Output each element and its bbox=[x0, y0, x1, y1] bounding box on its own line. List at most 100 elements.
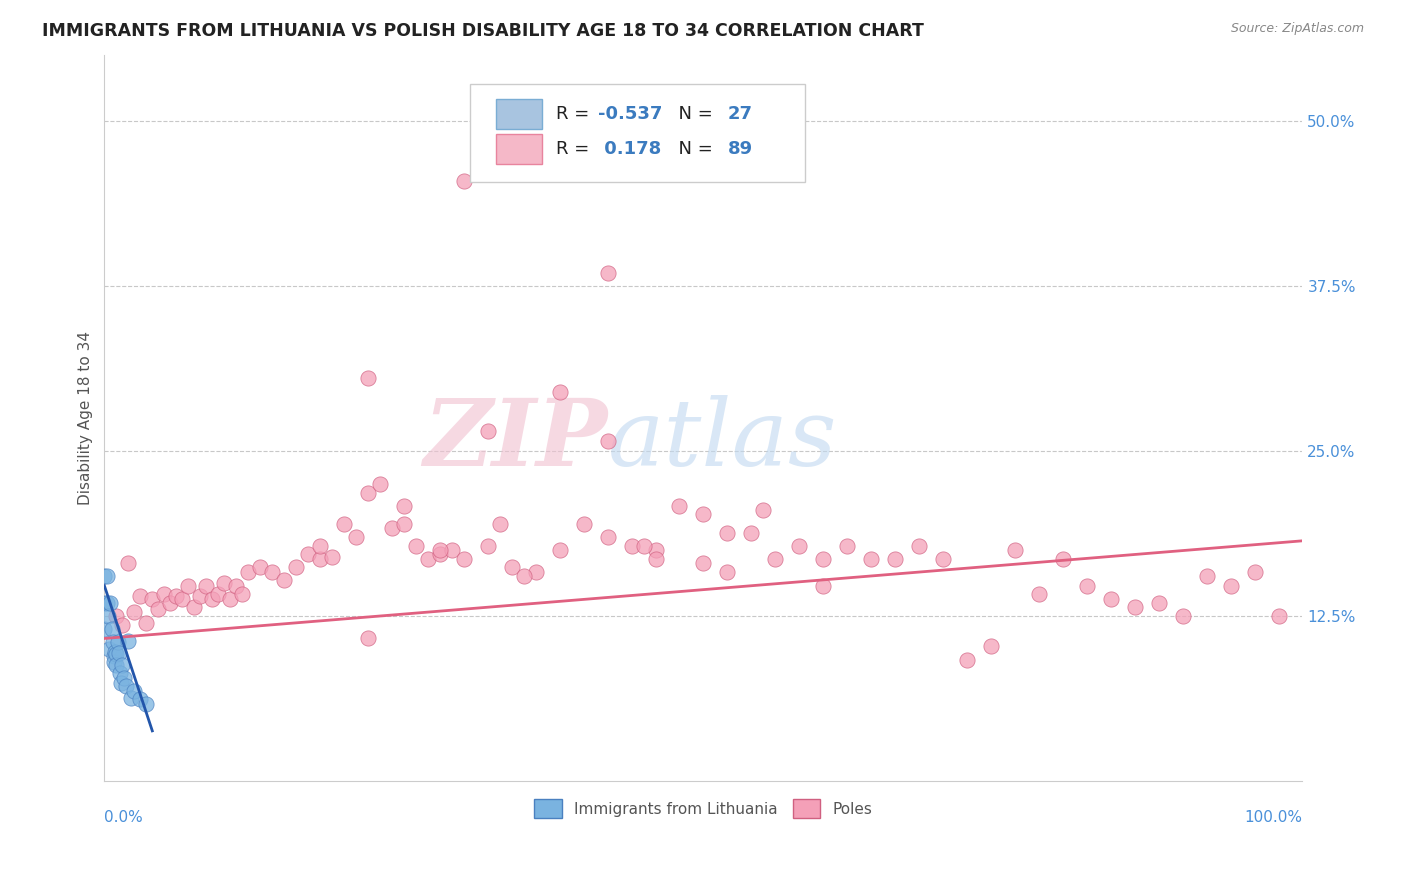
Point bbox=[297, 547, 319, 561]
Point bbox=[596, 434, 619, 448]
Point bbox=[104, 645, 127, 659]
FancyBboxPatch shape bbox=[496, 99, 541, 129]
Point bbox=[596, 530, 619, 544]
Point bbox=[148, 602, 170, 616]
Point bbox=[153, 586, 176, 600]
Point bbox=[668, 500, 690, 514]
Point bbox=[108, 665, 131, 680]
Point bbox=[201, 591, 224, 606]
Point bbox=[860, 552, 883, 566]
Point bbox=[321, 549, 343, 564]
Point bbox=[124, 684, 146, 698]
Point bbox=[183, 599, 205, 614]
Point bbox=[93, 622, 115, 636]
Point bbox=[392, 500, 415, 514]
Point bbox=[1267, 609, 1289, 624]
Text: 0.0%: 0.0% bbox=[104, 810, 143, 825]
Point bbox=[105, 657, 128, 672]
Point bbox=[285, 560, 308, 574]
Point bbox=[124, 605, 146, 619]
Point bbox=[93, 569, 115, 583]
Point bbox=[177, 579, 200, 593]
Point bbox=[212, 576, 235, 591]
Point bbox=[440, 543, 463, 558]
Point bbox=[96, 596, 118, 610]
Point bbox=[129, 692, 152, 706]
Point bbox=[93, 596, 115, 610]
Text: Source: ZipAtlas.com: Source: ZipAtlas.com bbox=[1230, 22, 1364, 36]
Text: 27: 27 bbox=[727, 105, 752, 123]
Point bbox=[416, 552, 439, 566]
Point bbox=[501, 560, 523, 574]
Point bbox=[1147, 596, 1170, 610]
Point bbox=[644, 543, 666, 558]
Point bbox=[596, 266, 619, 280]
Text: ZIP: ZIP bbox=[423, 395, 607, 485]
Point bbox=[97, 609, 120, 624]
Point bbox=[262, 566, 284, 580]
Point bbox=[105, 648, 128, 662]
Text: 0.178: 0.178 bbox=[598, 140, 661, 158]
Point bbox=[716, 525, 738, 540]
Point bbox=[1123, 599, 1146, 614]
Text: R =: R = bbox=[555, 105, 595, 123]
Point bbox=[231, 586, 253, 600]
Point bbox=[692, 556, 714, 570]
Point bbox=[813, 579, 835, 593]
Point bbox=[120, 690, 142, 705]
Point bbox=[692, 508, 714, 522]
Point bbox=[1195, 569, 1218, 583]
Point bbox=[453, 173, 475, 187]
Point bbox=[357, 486, 380, 500]
Point bbox=[98, 642, 121, 657]
Point bbox=[333, 516, 356, 531]
Point bbox=[112, 671, 135, 685]
Point bbox=[787, 539, 810, 553]
Point bbox=[572, 516, 595, 531]
Point bbox=[172, 591, 194, 606]
Point bbox=[105, 609, 128, 624]
Point bbox=[273, 574, 295, 588]
Point bbox=[135, 698, 157, 712]
Point bbox=[129, 589, 152, 603]
Point bbox=[207, 586, 229, 600]
Legend: Immigrants from Lithuania, Poles: Immigrants from Lithuania, Poles bbox=[529, 793, 879, 824]
Text: -0.537: -0.537 bbox=[598, 105, 662, 123]
FancyBboxPatch shape bbox=[496, 134, 541, 164]
Point bbox=[956, 652, 979, 666]
Point bbox=[752, 503, 775, 517]
Point bbox=[763, 552, 786, 566]
Point bbox=[1171, 609, 1194, 624]
Point bbox=[101, 635, 124, 649]
Point bbox=[117, 634, 139, 648]
Point bbox=[633, 539, 655, 553]
Point bbox=[524, 566, 547, 580]
Point bbox=[195, 579, 218, 593]
Point bbox=[429, 543, 451, 558]
Text: N =: N = bbox=[668, 140, 718, 158]
Point bbox=[405, 539, 427, 553]
Point bbox=[548, 543, 571, 558]
Point bbox=[644, 552, 666, 566]
Point bbox=[111, 657, 134, 672]
Point bbox=[512, 569, 534, 583]
Point bbox=[453, 552, 475, 566]
Point bbox=[107, 635, 129, 649]
Text: IMMIGRANTS FROM LITHUANIA VS POLISH DISABILITY AGE 18 TO 34 CORRELATION CHART: IMMIGRANTS FROM LITHUANIA VS POLISH DISA… bbox=[42, 22, 924, 40]
Point bbox=[1052, 552, 1074, 566]
Point bbox=[477, 539, 499, 553]
Point bbox=[980, 640, 1002, 654]
Text: N =: N = bbox=[668, 105, 718, 123]
Point bbox=[392, 516, 415, 531]
Point bbox=[548, 384, 571, 399]
Point bbox=[236, 566, 259, 580]
Text: 89: 89 bbox=[727, 140, 752, 158]
Point bbox=[429, 547, 451, 561]
Point bbox=[357, 371, 380, 385]
Point bbox=[115, 679, 138, 693]
Point bbox=[188, 589, 211, 603]
Point bbox=[1004, 543, 1026, 558]
Point bbox=[135, 615, 157, 630]
Y-axis label: Disability Age 18 to 34: Disability Age 18 to 34 bbox=[79, 331, 93, 505]
Point bbox=[249, 560, 271, 574]
